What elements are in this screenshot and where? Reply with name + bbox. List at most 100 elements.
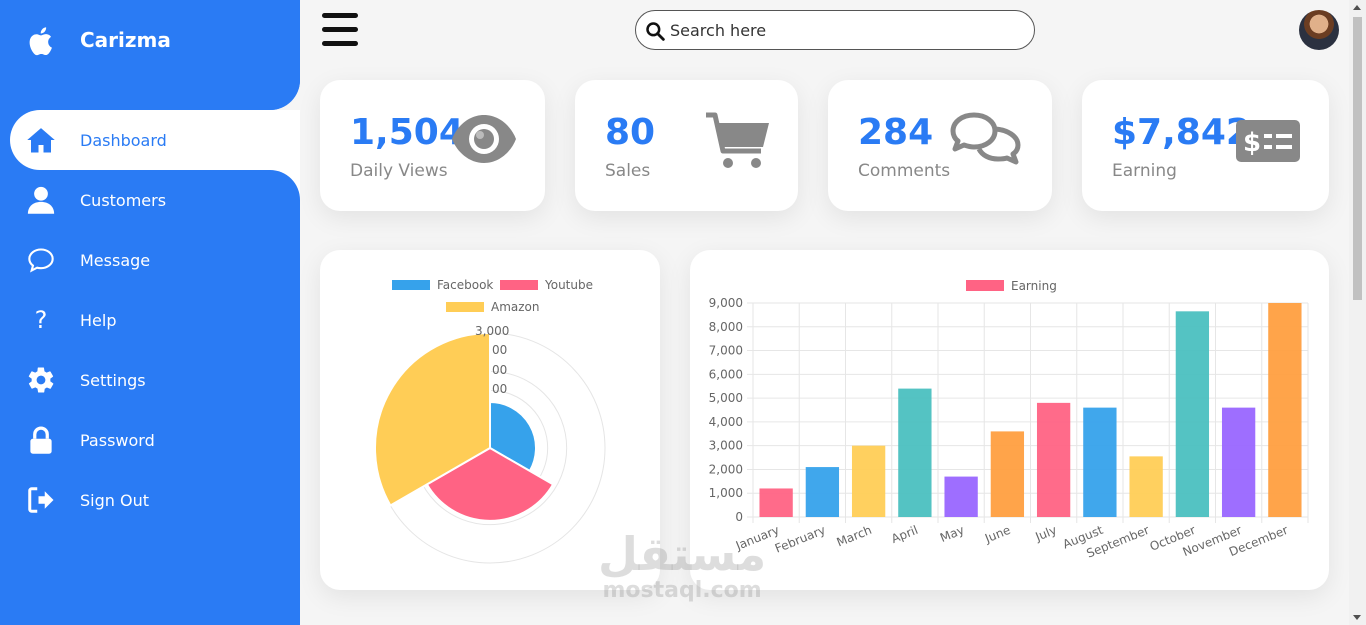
x-tick-label: May [938, 523, 966, 545]
scroll-down-arrow-icon[interactable] [1353, 615, 1361, 620]
sidebar-item-message[interactable]: Message [10, 230, 300, 290]
card-earning[interactable]: $7,842 Earning $ [1082, 80, 1329, 211]
sidebar-curve-bottom [250, 170, 300, 220]
lock-icon [24, 423, 58, 457]
bar [1036, 402, 1071, 517]
bar [759, 488, 793, 517]
card-sales[interactable]: 80 Sales [575, 80, 798, 211]
apple-icon [29, 27, 52, 56]
bar [1083, 407, 1117, 517]
bar-chart-panel: Earning 0 1,000 2,000 3,000 4,000 5,000 6,000 7,… [690, 250, 1329, 590]
x-tick-label: June [982, 523, 1012, 546]
cash-icon: $ [1236, 120, 1300, 162]
y-tick-label: 5,000 [709, 391, 743, 405]
svg-text:$: $ [1243, 128, 1261, 158]
sidebar-item-label: Sign Out [80, 490, 149, 510]
card-number: 80 [605, 112, 656, 153]
card-caption: Daily Views [350, 161, 448, 181]
y-tick-label: 6,000 [709, 367, 743, 381]
watermark-arabic: مستقل [598, 527, 767, 581]
legend-swatch [446, 302, 484, 312]
sidebar-item-dashboard[interactable]: Dashboard [10, 110, 300, 170]
bar [1129, 456, 1163, 517]
sidebar-item-settings[interactable]: Settings [10, 350, 300, 410]
watermark: مستقل mostaql.com [598, 530, 766, 603]
cart-icon [706, 112, 769, 168]
y-tick-label: 2,000 [709, 462, 743, 476]
sign-out-icon [24, 483, 58, 517]
bar [1175, 311, 1210, 517]
legend-label: Amazon [491, 300, 540, 314]
watermark-latin: mostaql.com [602, 578, 762, 603]
sidebar-header: Carizma [0, 0, 300, 110]
sidebar-item-sign-out[interactable]: Sign Out [10, 470, 300, 530]
legend-label: Youtube [544, 278, 593, 292]
bar [898, 388, 932, 517]
bar [851, 445, 886, 517]
y-tick-label: 7,000 [709, 344, 743, 358]
y-tick-label: 8,000 [709, 320, 743, 334]
radial-tick-label: 3,000 [475, 324, 509, 338]
legend-swatch [966, 280, 1004, 291]
polar-area-chart: Facebook Youtube Amazon 3,000 00 00 00 [374, 278, 606, 564]
x-tick-label: July [1033, 523, 1059, 544]
sidebar-item-password[interactable]: Password [10, 410, 300, 470]
sidebar-item-label: Dashboard [80, 130, 167, 150]
y-tick-label: 1,000 [709, 486, 743, 500]
sidebar-item-label: Password [80, 430, 155, 450]
earning-bar-chart: Earning 0 1,000 2,000 3,000 4,000 5,000 6,000 7,… [709, 279, 1309, 561]
card-daily-views[interactable]: 1,504 Daily Views [320, 80, 545, 211]
card-number: 1,504 [350, 112, 464, 153]
brand-name: Carizma [80, 28, 171, 52]
page-scrollbar[interactable] [1349, 0, 1366, 625]
y-tick-label: 0 [735, 510, 743, 524]
y-tick-label: 3,000 [709, 439, 743, 453]
sidebar-item-label: Message [80, 250, 151, 270]
card-number: 284 [858, 112, 934, 153]
brand[interactable]: Carizma [26, 26, 171, 56]
home-icon [24, 123, 58, 157]
sidebar-item-label: Help [80, 310, 117, 330]
sidebar-item-label: Customers [80, 190, 167, 210]
help-icon: ? [34, 306, 48, 334]
polar-sector [374, 331, 491, 507]
legend-label: Facebook [437, 278, 493, 292]
bar [990, 431, 1025, 517]
radial-tick-label: 00 [492, 343, 507, 357]
eye-icon [452, 115, 516, 163]
person-icon [24, 183, 58, 217]
x-tick-label: March [835, 523, 874, 550]
legend-label: Earning [1011, 279, 1057, 293]
scroll-up-arrow-icon[interactable] [1353, 5, 1361, 10]
sidebar-item-label: Settings [80, 370, 146, 390]
chat-icon [24, 243, 58, 277]
sidebar-item-help[interactable]: ? Help [10, 290, 300, 350]
legend-swatch [392, 280, 430, 290]
card-number: $7,842 [1112, 112, 1251, 153]
y-tick-label: 9,000 [709, 296, 743, 310]
legend-swatch [500, 280, 538, 290]
card-caption: Sales [605, 161, 651, 181]
card-caption: Comments [858, 161, 951, 181]
search-icon [646, 22, 665, 41]
card-caption: Earning [1112, 161, 1177, 181]
x-tick-label: April [889, 523, 920, 546]
card-comments[interactable]: 284 Comments [828, 80, 1052, 211]
bar [1268, 303, 1302, 517]
sidebar-item-customers[interactable]: Customers [10, 170, 300, 230]
x-tick-label: February [773, 523, 828, 556]
y-tick-label: 4,000 [709, 415, 743, 429]
radial-tick-label: 00 [492, 363, 507, 377]
gear-icon [24, 363, 58, 397]
search-input[interactable] [670, 17, 1020, 43]
scrollbar-thumb[interactable] [1353, 17, 1362, 300]
menu-toggle-button[interactable] [322, 13, 358, 46]
polar-chart-panel: Facebook Youtube Amazon 3,000 00 00 00 [320, 250, 660, 590]
radial-tick-label: 00 [492, 382, 507, 396]
bar [805, 467, 840, 517]
bar [1221, 407, 1256, 517]
comments-icon [950, 112, 1021, 165]
bar [944, 476, 978, 517]
search-bar [635, 10, 1035, 50]
avatar[interactable] [1299, 10, 1339, 50]
